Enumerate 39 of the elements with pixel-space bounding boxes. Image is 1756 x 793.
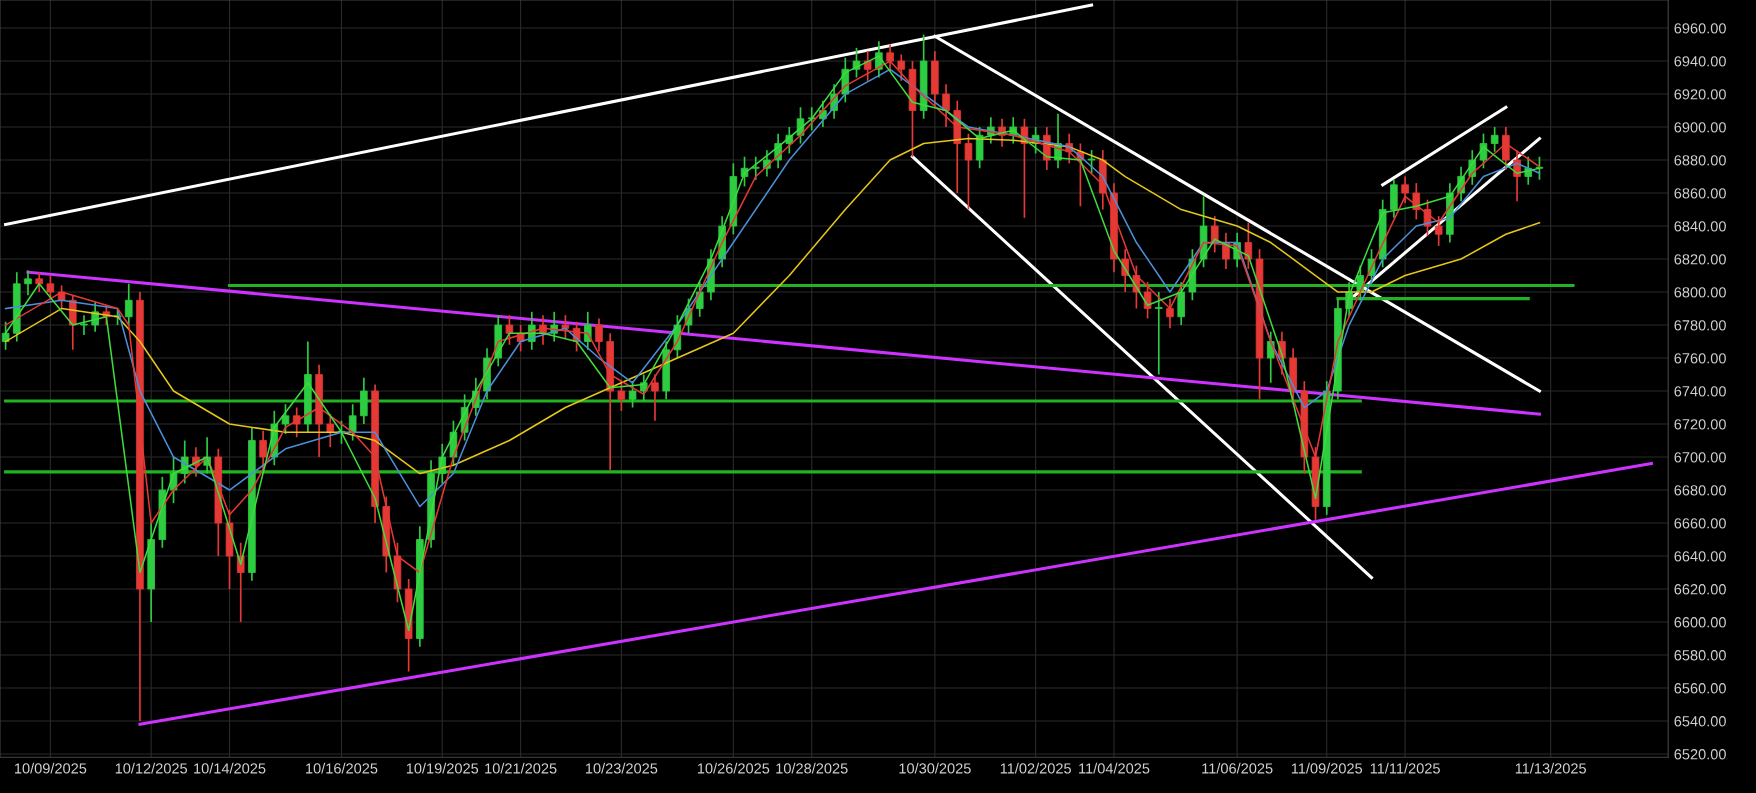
y-tick-label: 6780.00 (1674, 320, 1726, 331)
x-tick-label: 10/21/2025 (485, 762, 557, 774)
y-tick-label: 6760.00 (1674, 353, 1726, 364)
x-tick-label: 10/30/2025 (899, 762, 971, 774)
y-tick-label: 6720.00 (1674, 419, 1726, 430)
x-tick-label: 10/09/2025 (15, 762, 87, 774)
y-tick-label: 6700.00 (1674, 452, 1726, 463)
y-tick-label: 6820.00 (1674, 254, 1726, 265)
x-tick-label: 10/16/2025 (306, 762, 378, 774)
x-tick-label: 10/12/2025 (115, 762, 188, 774)
y-tick-label: 6960.00 (1674, 23, 1726, 34)
x-tick-label: 11/02/2025 (1000, 762, 1071, 774)
x-tick-label: 10/28/2025 (776, 762, 848, 774)
y-tick-label: 6540.00 (1674, 716, 1726, 727)
y-tick-label: 6920.00 (1674, 89, 1726, 100)
y-tick-label: 6860.00 (1674, 188, 1726, 199)
x-tick-label: 11/06/2025 (1202, 762, 1273, 774)
y-tick-label: 6580.00 (1674, 650, 1726, 661)
y-tick-label: 6880.00 (1674, 155, 1726, 166)
y-tick-label: 6680.00 (1674, 485, 1726, 496)
y-tick-label: 6940.00 (1674, 56, 1726, 67)
x-tick-label: 10/19/2025 (406, 762, 479, 774)
y-tick-label: 6520.00 (1674, 749, 1726, 760)
x-tick-label: 10/26/2025 (697, 762, 770, 774)
y-tick-label: 6660.00 (1674, 518, 1726, 529)
y-tick-label: 6840.00 (1674, 221, 1726, 232)
y-tick-label: 6640.00 (1674, 551, 1726, 562)
x-tick-label: 11/11/2025 (1370, 762, 1440, 774)
y-tick-label: 6900.00 (1674, 122, 1726, 133)
x-tick-label: 10/23/2025 (586, 762, 658, 774)
x-tick-label: 10/14/2025 (194, 762, 266, 774)
x-tick-label: 11/13/2025 (1515, 762, 1586, 774)
y-tick-label: 6740.00 (1674, 386, 1726, 397)
y-tick-label: 6800.00 (1674, 287, 1726, 298)
x-tick-label: 11/09/2025 (1291, 762, 1363, 774)
y-tick-label: 6560.00 (1674, 683, 1726, 694)
x-tick-label: 11/04/2025 (1079, 762, 1150, 774)
y-tick-label: 6600.00 (1674, 617, 1726, 628)
y-tick-label: 6620.00 (1674, 584, 1726, 595)
